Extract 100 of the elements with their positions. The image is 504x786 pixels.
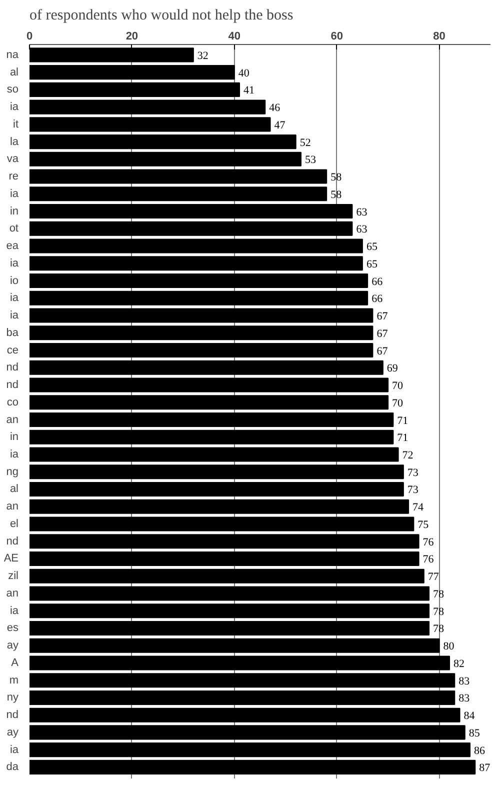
y-tick-label: re — [8, 170, 18, 183]
data-label: 63 — [356, 224, 368, 236]
bar — [30, 326, 374, 340]
x-tick-label: 20 — [126, 30, 138, 42]
y-tick-label: m — [9, 674, 19, 686]
bar — [30, 204, 353, 219]
x-tick-label: 40 — [228, 30, 241, 42]
bar — [30, 238, 363, 254]
data-label: 73 — [407, 466, 419, 479]
y-tick-label: ay — [6, 726, 19, 738]
bar — [30, 100, 266, 114]
y-tick-label: ia — [10, 744, 20, 756]
y-tick-label: ce — [6, 344, 19, 356]
y-tick-label: zil — [8, 570, 19, 582]
data-label: 58 — [330, 172, 342, 184]
bar — [30, 360, 384, 375]
y-tick-label: va — [6, 153, 20, 166]
data-label: 75 — [418, 518, 430, 531]
data-label: 71 — [397, 432, 408, 444]
y-tick-label: nd — [6, 709, 19, 722]
data-label: 76 — [422, 536, 434, 548]
data-label: 80 — [443, 640, 455, 653]
bar — [30, 568, 424, 584]
bar — [30, 638, 440, 653]
bar — [30, 620, 430, 636]
data-label: 85 — [468, 727, 480, 740]
bar — [30, 378, 389, 392]
bar — [30, 690, 456, 705]
data-label: 86 — [474, 744, 486, 757]
y-tick-label: ia — [10, 101, 20, 114]
y-tick-label: nd — [6, 535, 19, 548]
y-tick-label: ba — [6, 326, 20, 339]
data-label: 58 — [330, 188, 342, 201]
bar — [30, 82, 240, 97]
y-tick-label: ea — [6, 240, 20, 252]
y-tick-label: ia — [10, 257, 20, 270]
bar — [30, 430, 394, 444]
data-label: 83 — [458, 692, 470, 705]
bar — [30, 256, 363, 271]
data-label: 66 — [372, 276, 384, 288]
bar — [30, 152, 302, 166]
data-label: 74 — [412, 502, 424, 514]
y-tick-label: ny — [6, 692, 19, 704]
y-tick-label: nd — [6, 379, 19, 392]
data-label: 77 — [428, 571, 440, 584]
bar — [30, 342, 374, 358]
bar — [30, 447, 399, 462]
y-tick-label: ia — [10, 292, 20, 304]
bar — [30, 499, 410, 514]
y-tick-label: al — [10, 483, 18, 496]
x-tick-label: 60 — [330, 30, 343, 42]
y-tick-label: na — [6, 48, 20, 61]
data-label: 71 — [397, 414, 408, 427]
data-label: 78 — [433, 606, 445, 618]
data-label: 65 — [366, 258, 378, 270]
data-label: 40 — [238, 67, 250, 80]
bar — [30, 221, 353, 236]
data-label: 69 — [386, 362, 398, 375]
data-label: 65 — [366, 241, 378, 254]
bar — [30, 656, 450, 670]
y-tick-label: ia — [10, 448, 20, 460]
y-tick-label: an — [6, 414, 19, 426]
bar — [30, 604, 430, 618]
y-tick-label: nd — [6, 362, 19, 374]
bar — [30, 551, 420, 566]
y-tick-label: ia — [10, 188, 20, 200]
data-label: 67 — [376, 310, 388, 323]
data-label: 84 — [464, 710, 476, 722]
bar — [30, 308, 374, 323]
data-label: 46 — [269, 102, 281, 114]
bar — [30, 586, 430, 601]
bar — [30, 186, 328, 202]
data-label: 53 — [304, 154, 316, 166]
chart-title: of respondents who would not help the boss — [30, 8, 294, 24]
y-tick-label: ot — [9, 222, 19, 235]
bar — [30, 760, 476, 774]
y-tick-label: it — [13, 118, 18, 130]
bar — [30, 134, 296, 150]
data-label: 78 — [433, 623, 445, 636]
y-tick-label: ia — [10, 310, 20, 322]
y-tick-label: an — [6, 500, 19, 513]
y-tick-label: in — [10, 205, 18, 218]
bar — [30, 482, 404, 497]
data-label: 32 — [197, 50, 208, 62]
data-label: 52 — [300, 136, 311, 149]
data-label: 67 — [376, 328, 388, 340]
bar — [30, 464, 404, 480]
y-tick-label: ng — [6, 466, 19, 478]
y-tick-label: an — [6, 587, 19, 600]
bar — [30, 725, 466, 740]
y-tick-label: co — [6, 396, 19, 408]
y-tick-label: io — [10, 274, 18, 287]
y-tick-label: la — [10, 136, 20, 148]
x-tick-label: 0 — [26, 30, 33, 42]
data-label: 82 — [454, 658, 465, 670]
bar — [30, 117, 271, 132]
y-tick-label: in — [10, 431, 18, 444]
data-label: 47 — [274, 119, 286, 132]
y-tick-label: ia — [10, 604, 20, 617]
bar — [30, 516, 414, 532]
